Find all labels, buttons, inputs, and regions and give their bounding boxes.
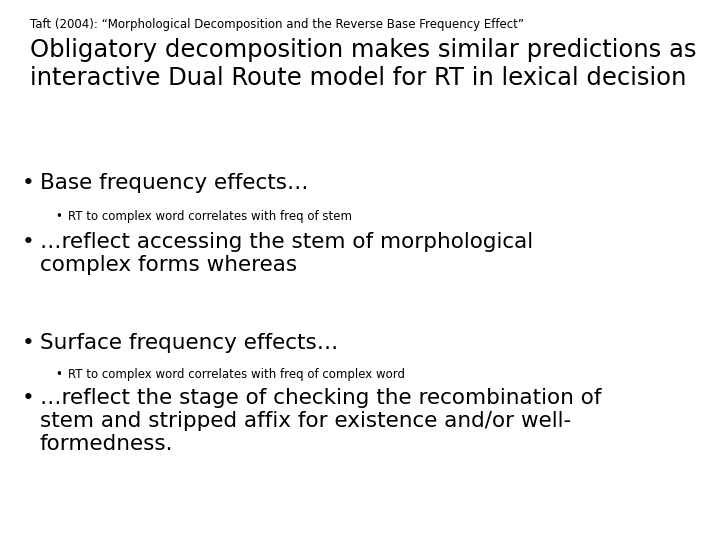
- Text: •: •: [22, 333, 35, 353]
- Text: RT to complex word correlates with freq of stem: RT to complex word correlates with freq …: [68, 210, 352, 223]
- Text: Base frequency effects…: Base frequency effects…: [40, 173, 308, 193]
- Text: …reflect accessing the stem of morphological
complex forms whereas: …reflect accessing the stem of morpholog…: [40, 232, 533, 275]
- Text: •: •: [55, 368, 62, 381]
- Text: Taft (2004): “Morphological Decomposition and the Reverse Base Frequency Effect”: Taft (2004): “Morphological Decompositio…: [30, 18, 524, 31]
- Text: •: •: [55, 210, 62, 223]
- Text: •: •: [22, 388, 35, 408]
- Text: •: •: [22, 173, 35, 193]
- Text: RT to complex word correlates with freq of complex word: RT to complex word correlates with freq …: [68, 368, 405, 381]
- Text: •: •: [22, 232, 35, 252]
- Text: Surface frequency effects…: Surface frequency effects…: [40, 333, 338, 353]
- Text: Obligatory decomposition makes similar predictions as
interactive Dual Route mod: Obligatory decomposition makes similar p…: [30, 38, 696, 90]
- Text: …reflect the stage of checking the recombination of
stem and stripped affix for : …reflect the stage of checking the recom…: [40, 388, 601, 454]
